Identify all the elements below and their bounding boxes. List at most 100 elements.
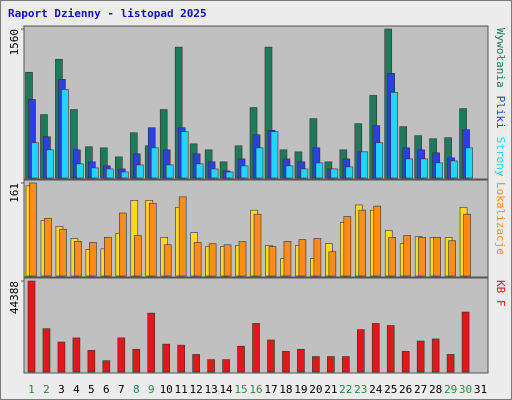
bar <box>253 213 262 277</box>
x-tick-label: 8 <box>133 383 140 396</box>
bar <box>328 251 337 277</box>
bar <box>27 280 36 373</box>
bar <box>225 171 234 179</box>
x-tick-label: 20 <box>309 383 322 396</box>
bar <box>61 89 69 179</box>
bar <box>298 239 307 277</box>
bar <box>448 240 456 277</box>
bar <box>240 165 249 179</box>
x-tick-label: 21 <box>324 383 337 396</box>
bar <box>435 162 443 179</box>
bar <box>42 328 51 373</box>
bar <box>210 168 219 179</box>
bar <box>147 312 156 373</box>
x-tick-label: 10 <box>160 383 173 396</box>
bar <box>148 202 157 277</box>
bar <box>401 351 410 373</box>
x-tick-label: 29 <box>444 383 457 396</box>
bar <box>192 354 200 373</box>
legend-entry: Lokalizacje <box>494 182 507 255</box>
bar <box>431 338 440 373</box>
x-tick-label: 28 <box>429 383 442 396</box>
x-tick-label: 17 <box>264 383 277 396</box>
bar <box>121 171 129 179</box>
x-tick-label: 19 <box>294 383 307 396</box>
bar <box>388 236 397 277</box>
bar <box>222 359 230 373</box>
bar <box>163 244 172 277</box>
bar <box>270 131 279 179</box>
bar <box>268 246 277 277</box>
bar <box>446 354 455 373</box>
bar <box>117 337 126 373</box>
bar <box>106 168 114 179</box>
legend-entry: Pliki <box>494 96 507 129</box>
x-tick-label: 4 <box>73 383 80 396</box>
bar <box>119 212 127 277</box>
x-tick-label: 27 <box>414 383 427 396</box>
bar <box>29 182 37 277</box>
x-tick-label: 1 <box>28 383 35 396</box>
bar <box>405 158 413 179</box>
bar <box>386 325 395 373</box>
x-tick-label: 24 <box>369 383 383 396</box>
bar <box>390 92 399 179</box>
bar <box>150 147 159 179</box>
bar <box>89 242 97 277</box>
x-tick-label: 30 <box>459 383 472 396</box>
bar <box>358 209 367 277</box>
x-tick-label: 9 <box>148 383 155 396</box>
x-tick-label: 16 <box>249 383 262 396</box>
bar <box>356 329 365 373</box>
bar <box>327 356 335 373</box>
legend-entry: KB F <box>494 280 507 307</box>
bar <box>315 162 324 179</box>
bar <box>165 164 174 179</box>
bar <box>255 147 264 179</box>
bar <box>91 167 99 179</box>
bar <box>267 339 275 373</box>
bar <box>208 243 217 277</box>
bar <box>433 236 441 277</box>
bar <box>180 131 189 179</box>
bar <box>133 235 142 277</box>
bar <box>297 348 305 373</box>
bar <box>312 356 320 373</box>
bar <box>87 350 96 373</box>
bar <box>59 228 67 277</box>
bar <box>72 337 81 373</box>
bar <box>135 164 144 179</box>
bar <box>450 160 458 179</box>
bar <box>345 166 354 179</box>
bar <box>177 344 185 373</box>
bar <box>132 348 141 373</box>
bar <box>420 158 428 179</box>
bar <box>57 341 66 373</box>
x-tick-label: 15 <box>234 383 247 396</box>
bar <box>375 142 384 179</box>
bar <box>44 217 52 277</box>
legend-entry: Strony <box>494 137 507 177</box>
bar <box>252 323 260 373</box>
x-tick-label: 6 <box>103 383 110 396</box>
bar <box>46 149 54 179</box>
bar <box>76 163 84 179</box>
y-tick-label: 161 <box>8 183 21 203</box>
x-tick-label: 13 <box>204 383 217 396</box>
bar <box>237 345 245 373</box>
bar <box>461 311 470 373</box>
x-tick-label: 2 <box>43 383 50 396</box>
bar <box>238 241 247 277</box>
bar <box>343 216 352 277</box>
x-tick-label: 11 <box>175 383 188 396</box>
y-tick-label: 1560 <box>8 29 21 56</box>
bar <box>178 196 187 277</box>
chart-title: Raport Dzienny - listopad 2025 <box>8 7 207 20</box>
bar <box>223 244 232 277</box>
bar <box>104 236 112 277</box>
x-tick-label: 7 <box>118 383 125 396</box>
bar <box>207 359 215 373</box>
bar <box>313 238 322 277</box>
bar <box>403 235 411 277</box>
